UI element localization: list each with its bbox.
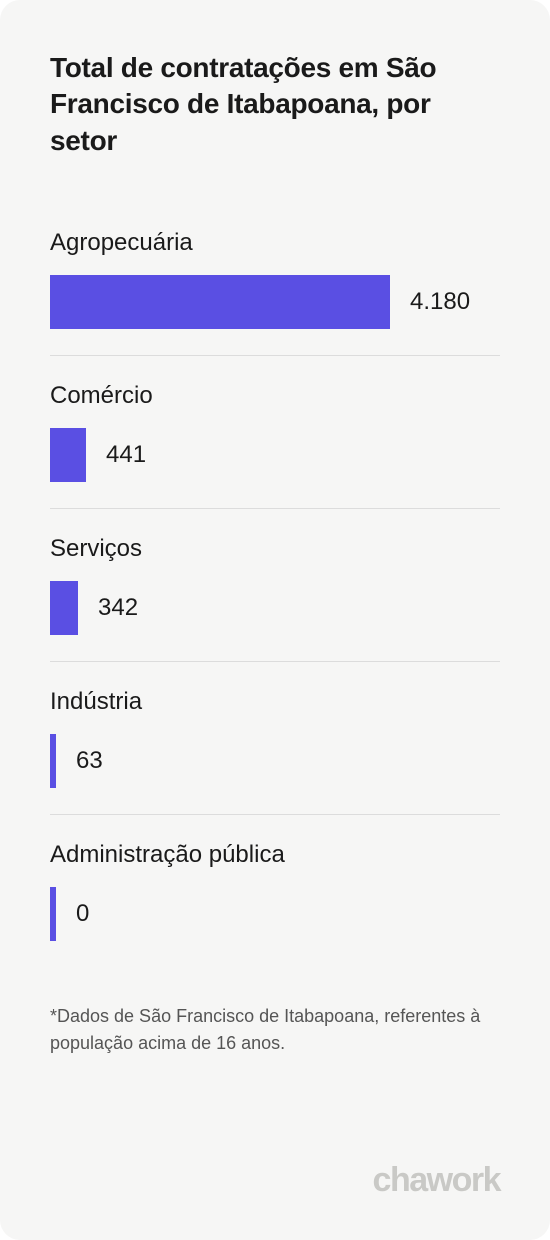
bar (50, 275, 390, 329)
bar-value: 63 (76, 747, 103, 775)
bar (50, 581, 78, 635)
bar-rows: Agropecuária 4.180 Comércio 441 Serviços… (50, 229, 500, 993)
bar-label: Comércio (50, 382, 500, 410)
bar-row: Comércio 441 (50, 382, 500, 509)
bar-label: Administração pública (50, 841, 500, 869)
bar-label: Serviços (50, 535, 500, 563)
bar-wrap: 441 (50, 428, 500, 482)
bar (50, 887, 56, 941)
bar (50, 734, 56, 788)
bar-row: Agropecuária 4.180 (50, 229, 500, 356)
bar-row: Indústria 63 (50, 688, 500, 815)
bar-value: 441 (106, 441, 146, 469)
bar-value: 4.180 (410, 288, 470, 316)
footnote: *Dados de São Francisco de Itabapoana, r… (50, 1003, 500, 1057)
bar-wrap: 63 (50, 734, 500, 788)
bar-row: Administração pública 0 (50, 841, 500, 967)
brand-logo: chawork (50, 1141, 500, 1200)
bar-row: Serviços 342 (50, 535, 500, 662)
bar (50, 428, 86, 482)
bar-value: 342 (98, 594, 138, 622)
bar-label: Agropecuária (50, 229, 500, 257)
chart-card: Total de contratações em São Francisco d… (0, 0, 550, 1240)
bar-wrap: 4.180 (50, 275, 500, 329)
bar-label: Indústria (50, 688, 500, 716)
bar-value: 0 (76, 900, 89, 928)
chart-title: Total de contratações em São Francisco d… (50, 50, 500, 159)
bar-wrap: 0 (50, 887, 500, 941)
bar-wrap: 342 (50, 581, 500, 635)
